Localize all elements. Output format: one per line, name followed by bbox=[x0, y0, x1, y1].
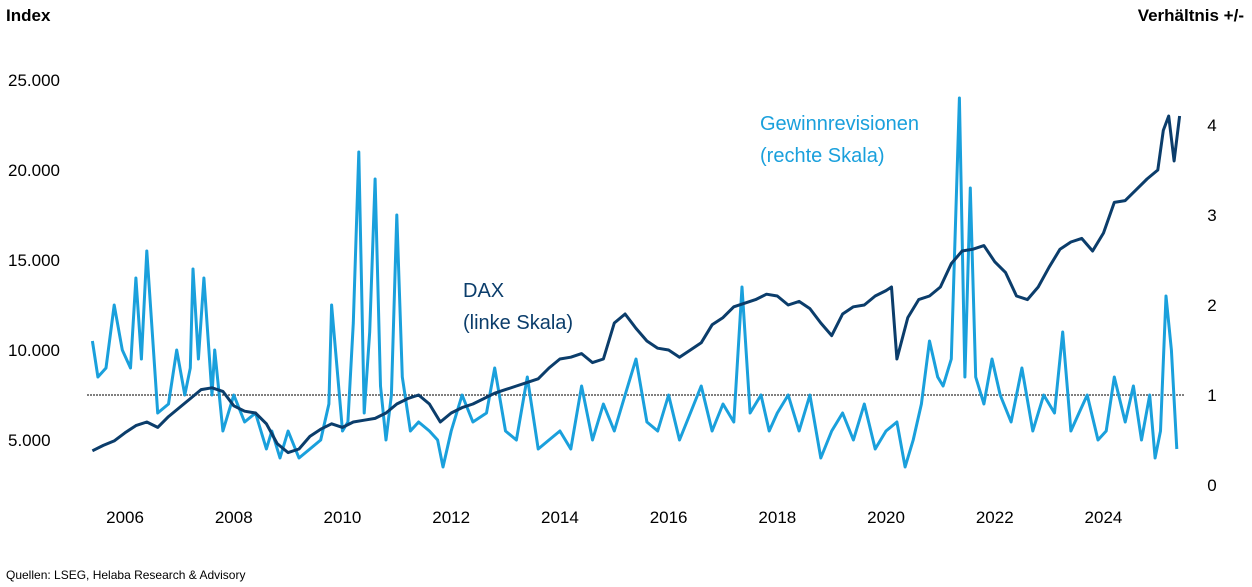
x-tick-label: 2010 bbox=[324, 508, 362, 527]
x-tick-label: 2008 bbox=[215, 508, 253, 527]
left-tick-label: 25.000 bbox=[8, 71, 60, 90]
right-tick-label: 0 bbox=[1207, 476, 1216, 495]
x-tick-label: 2018 bbox=[758, 508, 796, 527]
series-line-dax bbox=[91, 114, 1182, 455]
x-tick-label: 2022 bbox=[976, 508, 1014, 527]
source-note: Quellen: LSEG, Helaba Research & Advisor… bbox=[6, 568, 246, 582]
x-tick-label: 2020 bbox=[867, 508, 905, 527]
x-tick-label: 2014 bbox=[541, 508, 579, 527]
left-axis-ticks: 5.000 10.000 15.000 20.000 25.000 bbox=[8, 71, 60, 450]
right-axis-title: Verhältnis +/- bbox=[1137, 6, 1244, 25]
x-tick-label: 2024 bbox=[1085, 508, 1123, 527]
x-axis-ticks: 2006 2008 2010 2012 2014 2016 2018 2020 2022 2024 bbox=[106, 508, 1122, 527]
right-tick-label: 1 bbox=[1207, 386, 1216, 405]
left-tick-label: 5.000 bbox=[8, 431, 51, 450]
right-tick-label: 3 bbox=[1207, 206, 1216, 225]
left-tick-label: 20.000 bbox=[8, 161, 60, 180]
x-tick-label: 2012 bbox=[432, 508, 470, 527]
left-axis-title: Index bbox=[6, 6, 51, 25]
series-group bbox=[90, 96, 1182, 469]
right-axis-ticks: 0 1 2 3 4 bbox=[1207, 116, 1216, 495]
annotation-dax: DAX bbox=[463, 280, 504, 302]
right-tick-label: 4 bbox=[1207, 116, 1216, 135]
annotation-gewinnrevisionen: Gewinnrevisionen bbox=[760, 113, 919, 135]
x-tick-label: 2006 bbox=[106, 508, 144, 527]
left-tick-label: 15.000 bbox=[8, 251, 60, 270]
left-tick-label: 10.000 bbox=[8, 341, 60, 360]
annotations: Gewinnrevisionen (rechte Skala) DAX (linke … bbox=[463, 113, 919, 334]
annotation-gewinnrevisionen: (rechte Skala) bbox=[760, 145, 885, 167]
series-line-gewinnrevisionen bbox=[90, 96, 1179, 469]
right-tick-label: 2 bbox=[1207, 296, 1216, 315]
annotation-dax: (linke Skala) bbox=[463, 312, 573, 334]
x-tick-label: 2016 bbox=[650, 508, 688, 527]
